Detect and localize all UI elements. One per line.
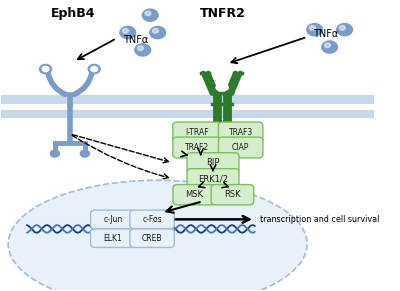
Circle shape [307,24,322,36]
Text: c-Fos: c-Fos [142,215,162,224]
Circle shape [145,11,151,16]
Circle shape [50,150,59,157]
Text: transcription and cell survival: transcription and cell survival [260,215,380,224]
FancyBboxPatch shape [218,122,263,143]
Circle shape [138,46,144,51]
Circle shape [310,26,316,30]
FancyBboxPatch shape [130,210,174,229]
Text: TNFα: TNFα [123,35,148,45]
Circle shape [339,26,345,30]
FancyBboxPatch shape [187,153,239,173]
Text: MSK: MSK [185,190,203,199]
Bar [1,95,374,104]
Text: ERK1/2: ERK1/2 [198,174,228,183]
Circle shape [120,26,136,39]
Text: TNFR2: TNFR2 [200,7,246,20]
Circle shape [88,64,100,74]
Text: EphB4: EphB4 [51,7,96,20]
Text: RIP: RIP [206,158,220,167]
FancyBboxPatch shape [173,122,221,143]
Circle shape [322,41,338,53]
Circle shape [337,24,352,36]
Text: c-Jun: c-Jun [103,215,122,224]
Circle shape [42,66,49,72]
Bar [1,110,374,118]
Circle shape [135,44,150,56]
FancyBboxPatch shape [187,169,239,189]
Text: CREB: CREB [142,234,162,243]
Circle shape [152,29,158,33]
Circle shape [324,43,330,48]
Circle shape [216,85,223,90]
Circle shape [122,29,128,33]
FancyBboxPatch shape [173,184,216,205]
Text: ELK1: ELK1 [104,234,122,243]
FancyBboxPatch shape [90,229,135,247]
FancyBboxPatch shape [90,210,135,229]
Text: CIAP: CIAP [232,143,249,152]
Circle shape [142,9,158,21]
Circle shape [40,64,52,74]
Text: I-TRAF: I-TRAF [185,128,209,137]
Circle shape [80,150,89,157]
Circle shape [222,85,228,90]
Text: TRAF2: TRAF2 [185,143,209,152]
FancyBboxPatch shape [218,137,263,158]
Circle shape [150,26,166,39]
Text: TRAF3: TRAF3 [228,128,253,137]
FancyBboxPatch shape [173,137,221,158]
Circle shape [91,66,98,72]
Text: RSK: RSK [224,190,241,199]
FancyBboxPatch shape [211,184,254,205]
FancyBboxPatch shape [130,229,174,247]
Ellipse shape [8,180,307,291]
Text: TNFα: TNFα [313,29,338,39]
